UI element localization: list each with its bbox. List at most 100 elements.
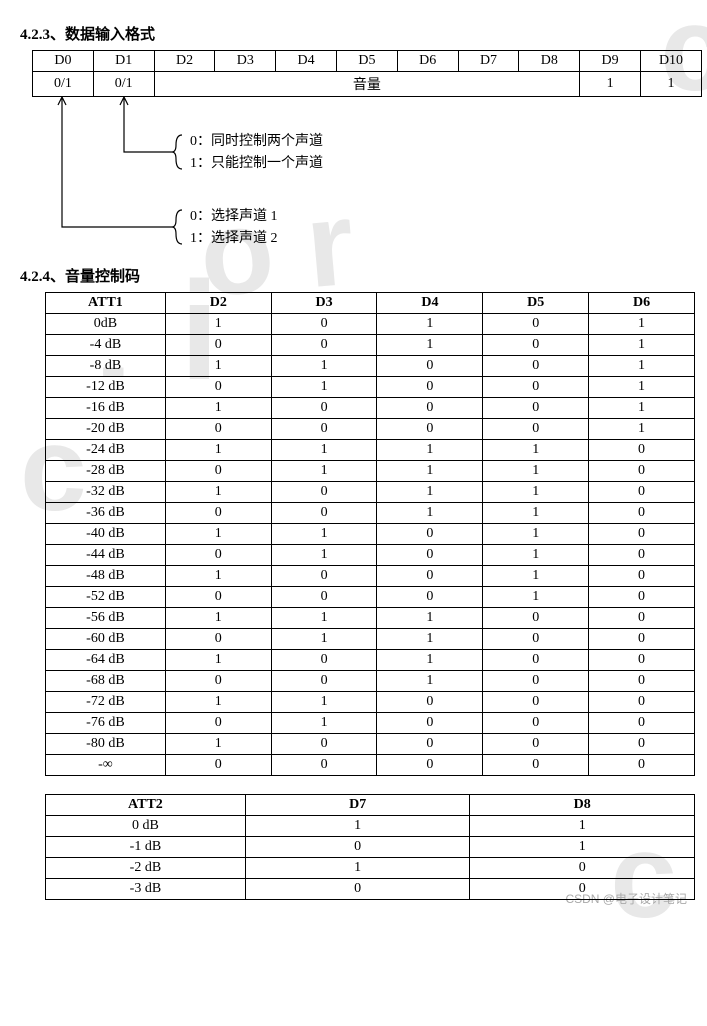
cell: 1: [165, 608, 271, 629]
cell: 1: [165, 566, 271, 587]
cell: 0: [483, 608, 589, 629]
cell: 1: [483, 587, 589, 608]
cell: 0: [483, 755, 589, 776]
cell: 0: [483, 692, 589, 713]
cell: 0: [377, 566, 483, 587]
cell: 0: [271, 671, 377, 692]
cell: 0: [483, 377, 589, 398]
cell: -56 dB: [46, 608, 166, 629]
cell: 0: [165, 587, 271, 608]
table-row: -8 dB11001: [46, 356, 695, 377]
volume-code-table-att2: ATT2D7D8 0 dB11-1 dB01-2 dB10-3 dB00: [45, 794, 695, 900]
cell: -44 dB: [46, 545, 166, 566]
cell: 0: [377, 377, 483, 398]
cell: 0: [271, 587, 377, 608]
table-row: -28 dB01110: [46, 461, 695, 482]
cell: 0: [589, 440, 695, 461]
cell: 0: [271, 335, 377, 356]
table-row: -60 dB01100: [46, 629, 695, 650]
table-row: -76 dB01000: [46, 713, 695, 734]
table-row: -44 dB01010: [46, 545, 695, 566]
cell: 1: [377, 461, 483, 482]
table-row: -48 dB10010: [46, 566, 695, 587]
cell: 0: [165, 755, 271, 776]
cell: 0: [271, 650, 377, 671]
cell: 1: [165, 524, 271, 545]
col-ATT2: ATT2: [46, 795, 246, 816]
cell: 1: [165, 482, 271, 503]
cell-d9: 1: [580, 72, 641, 97]
cell: 1: [377, 608, 483, 629]
table-row: -52 dB00010: [46, 587, 695, 608]
annot-d1-0: 0：同时控制两个声道: [190, 131, 323, 153]
cell: 1: [377, 629, 483, 650]
cell: 0: [377, 713, 483, 734]
annot-d1-1: 1：只能控制一个声道: [190, 153, 323, 175]
col-D2: D2: [165, 293, 271, 314]
cell: 0: [483, 713, 589, 734]
cell: 0: [271, 755, 377, 776]
cell: 1: [589, 398, 695, 419]
cell: 0: [483, 419, 589, 440]
cell-d0: 0/1: [33, 72, 94, 97]
cell: 1: [589, 335, 695, 356]
table-row: -36 dB00110: [46, 503, 695, 524]
cell: 0: [377, 734, 483, 755]
col-D4: D4: [276, 51, 337, 72]
table-row: -2 dB10: [46, 858, 695, 879]
cell: 1: [271, 608, 377, 629]
cell: -3 dB: [46, 879, 246, 900]
cell: -∞: [46, 755, 166, 776]
cell: 1: [271, 461, 377, 482]
table-row: -3 dB00: [46, 879, 695, 900]
col-D3: D3: [271, 293, 377, 314]
cell: 1: [271, 713, 377, 734]
table-row: -4 dB00101: [46, 335, 695, 356]
cell: 0: [377, 419, 483, 440]
cell: 0: [377, 545, 483, 566]
cell: 0: [483, 650, 589, 671]
cell: 1: [377, 671, 483, 692]
section-heading-424: 4.2.4、音量控制码: [20, 265, 687, 286]
col-D8: D8: [470, 795, 695, 816]
cell: 1: [589, 419, 695, 440]
table-row: -80 dB10000: [46, 734, 695, 755]
cell: 0: [483, 671, 589, 692]
cell: 1: [470, 816, 695, 837]
table-row: -∞00000: [46, 755, 695, 776]
cell: -20 dB: [46, 419, 166, 440]
table-row: 0dB10101: [46, 314, 695, 335]
cell: 0: [165, 629, 271, 650]
cell: 1: [165, 650, 271, 671]
cell: 0: [377, 692, 483, 713]
cell: 0: [470, 858, 695, 879]
volume-code-table-att1: ATT1D2D3D4D5D6 0dB10101-4 dB00101-8 dB11…: [45, 292, 695, 776]
cell: 0: [165, 377, 271, 398]
cell: 0: [470, 879, 695, 900]
cell: 1: [165, 692, 271, 713]
cell: 1: [245, 858, 470, 879]
section-heading-423: 4.2.3、数据输入格式: [20, 23, 687, 44]
cell: 0: [589, 692, 695, 713]
cell: -60 dB: [46, 629, 166, 650]
cell: 0: [271, 734, 377, 755]
cell: 1: [483, 461, 589, 482]
cell-d10: 1: [641, 72, 702, 97]
cell: 1: [271, 440, 377, 461]
cell: 0: [165, 545, 271, 566]
cell: 0: [589, 587, 695, 608]
cell: 0: [377, 755, 483, 776]
cell: 1: [377, 482, 483, 503]
cell: 0: [589, 566, 695, 587]
cell-d1: 0/1: [93, 72, 154, 97]
cell: 1: [165, 398, 271, 419]
col-D5: D5: [483, 293, 589, 314]
cell: -12 dB: [46, 377, 166, 398]
table-row: 0 dB11: [46, 816, 695, 837]
cell: 1: [377, 650, 483, 671]
col-D2: D2: [154, 51, 215, 72]
cell: 1: [589, 314, 695, 335]
col-ATT1: ATT1: [46, 293, 166, 314]
cell: 0: [589, 524, 695, 545]
table-row: -1 dB01: [46, 837, 695, 858]
